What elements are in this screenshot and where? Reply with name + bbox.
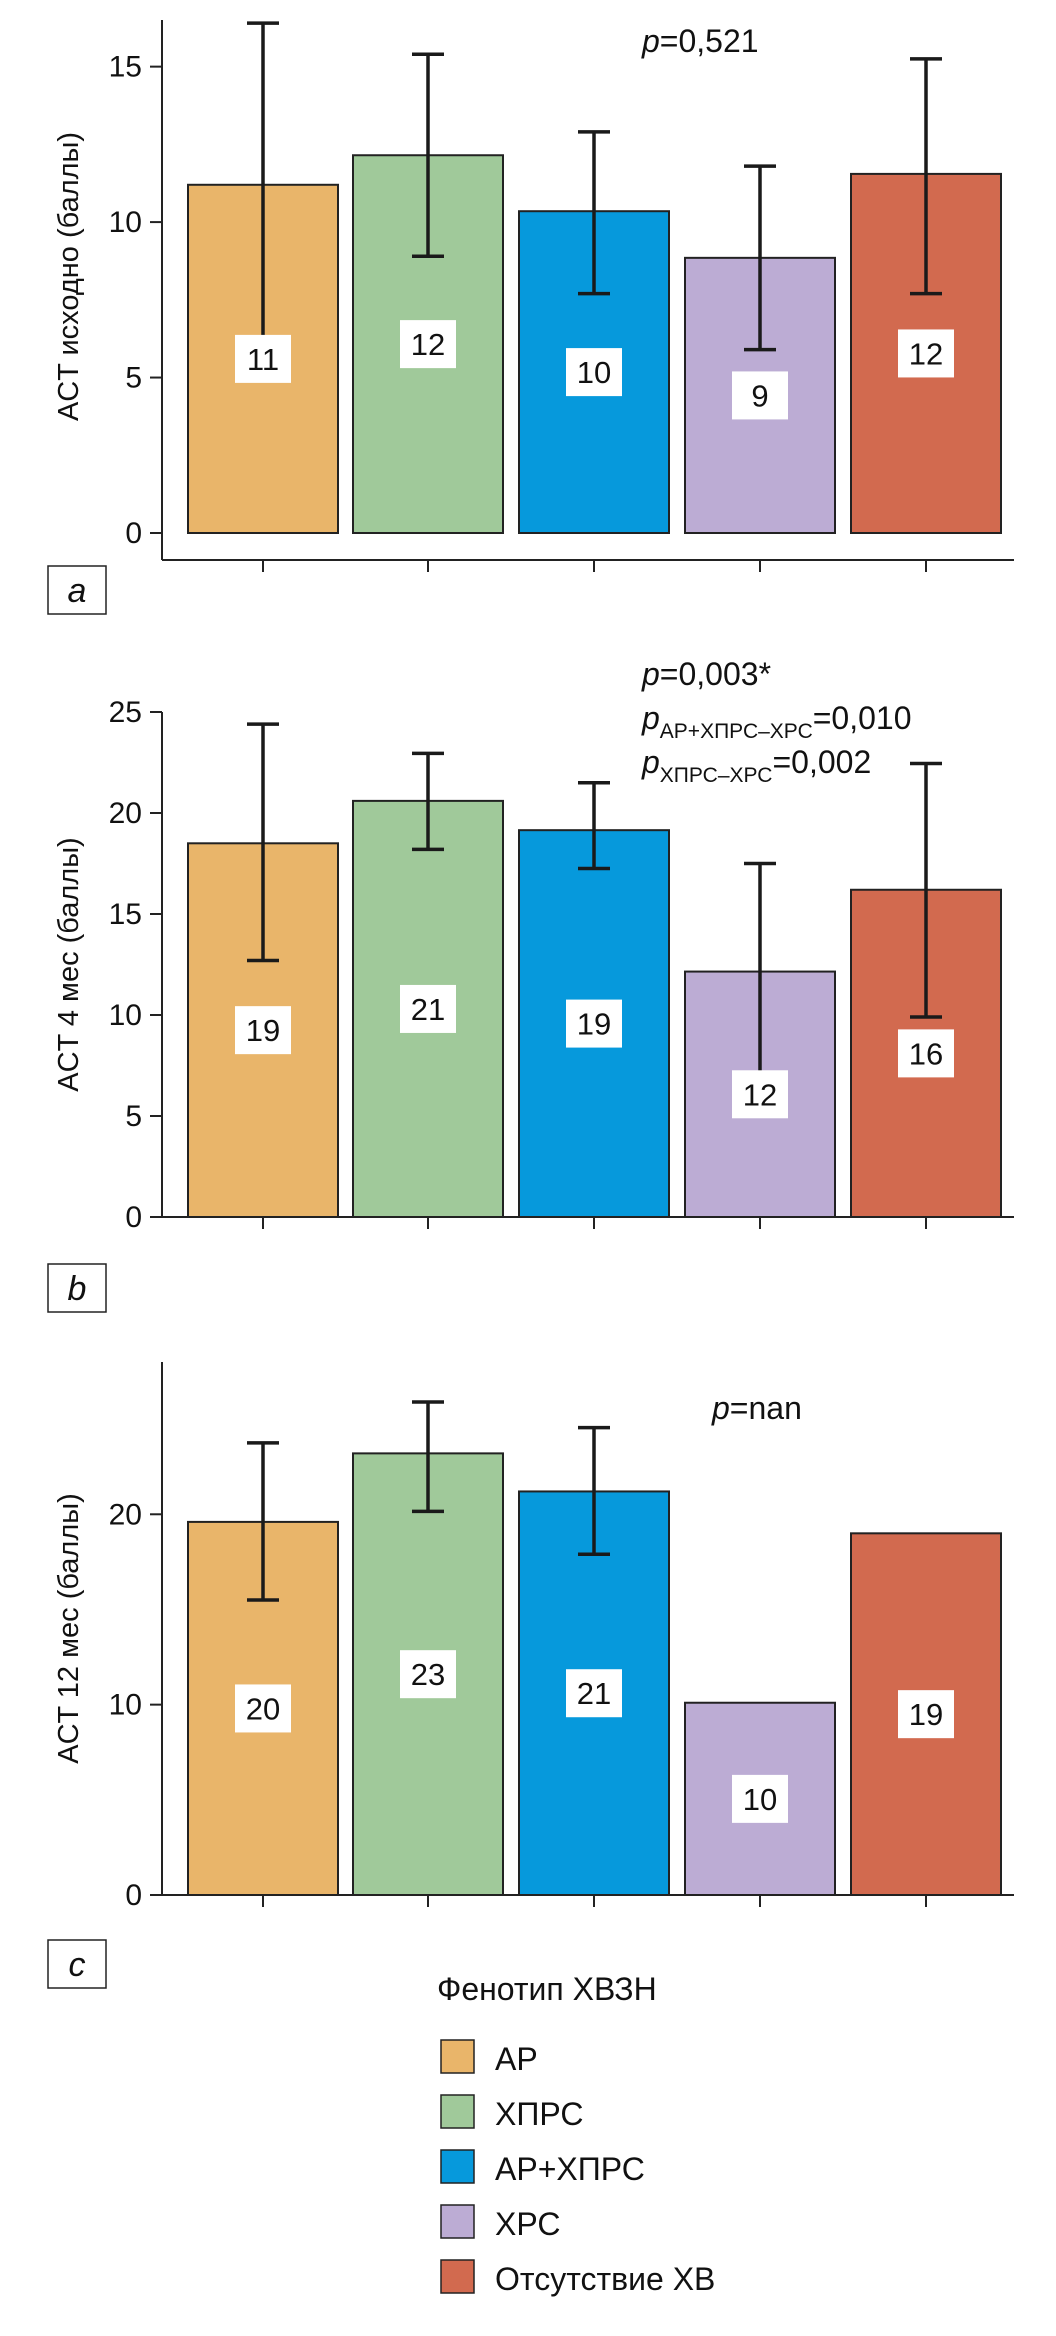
legend-swatch xyxy=(440,2149,475,2184)
legend-item-label: АР xyxy=(495,2041,538,2077)
p-symbol: p xyxy=(641,23,660,59)
value-label-box xyxy=(400,1650,456,1699)
value-label-box xyxy=(898,329,954,378)
value-label-box xyxy=(235,1684,291,1733)
p-value-annotation: p=nan xyxy=(711,1390,802,1426)
y-tick-label: 10 xyxy=(109,999,142,1032)
y-tick-label: 15 xyxy=(109,51,142,84)
y-axis-label: ACT 4 мес (баллы) xyxy=(53,837,85,1091)
value-label-box xyxy=(732,1774,788,1823)
value-label-box xyxy=(566,1669,622,1718)
legend-swatch xyxy=(440,2204,475,2239)
panel-letter: b xyxy=(68,1270,87,1308)
value-label-box xyxy=(566,999,622,1048)
p-value-text: =0,003* xyxy=(660,656,771,692)
panel-letter: a xyxy=(68,572,87,610)
y-tick-label: 5 xyxy=(125,1100,142,1133)
value-label-box xyxy=(898,1690,954,1739)
bar-value-label: 21 xyxy=(577,1676,611,1711)
y-axis-label: ACT исходно (баллы) xyxy=(53,132,85,421)
p-subscript: АР+ХПРС–ХРС xyxy=(660,720,813,743)
p-value-annotation: pАР+ХПРС–ХРС=0,010 xyxy=(641,700,912,743)
bar-value-label: 19 xyxy=(909,1697,943,1732)
bar-value-label: 19 xyxy=(577,1007,611,1042)
bar-value-label: 23 xyxy=(411,1657,445,1692)
y-tick-label: 0 xyxy=(125,517,142,550)
bar-value-label: 12 xyxy=(909,336,943,371)
p-value-text: =0,010 xyxy=(813,700,912,736)
y-tick-label: 5 xyxy=(125,362,142,395)
p-symbol: p xyxy=(641,700,660,736)
legend-swatch xyxy=(440,2094,475,2129)
y-tick-label: 15 xyxy=(109,898,142,931)
legend-item-label: ХРС xyxy=(495,2206,560,2242)
p-value-text: =0,521 xyxy=(660,23,759,59)
legend-swatch xyxy=(440,2039,475,2074)
bar-value-label: 12 xyxy=(743,1077,777,1112)
y-axis-label: ACT 12 мес (баллы) xyxy=(53,1493,85,1764)
y-tick-label: 0 xyxy=(125,1879,142,1912)
legend-item-label: Отсутствие ХВ xyxy=(495,2261,715,2297)
bar-value-label: 9 xyxy=(751,378,768,413)
legend-title: Фенотип ХВЗН xyxy=(437,1971,657,2007)
value-label-box xyxy=(732,1070,788,1119)
value-label-box xyxy=(235,334,291,383)
bar-value-label: 12 xyxy=(411,327,445,362)
y-tick-label: 20 xyxy=(109,1498,142,1531)
value-label-box xyxy=(400,320,456,369)
p-value-annotation: p=0,521 xyxy=(641,23,759,59)
chart-panel-a: 0 5 10 15 ACT исходно (баллы) 11 12 10 9 12 p=0,52… xyxy=(47,20,1014,615)
y-tick-label: 0 xyxy=(125,1201,142,1234)
panel-letter-box xyxy=(47,1263,107,1313)
y-tick-label: 10 xyxy=(109,1689,142,1722)
y-tick-label: 20 xyxy=(109,797,142,830)
y-tick-label: 10 xyxy=(109,206,142,239)
p-value-annotation: pХПРС–ХРС=0,002 xyxy=(641,744,871,787)
panel-letter-box xyxy=(47,565,107,615)
p-value-annotation: p=0,003* xyxy=(641,656,771,692)
value-label-box xyxy=(235,1006,291,1055)
bar-value-label: 16 xyxy=(909,1036,943,1071)
value-label-box xyxy=(400,984,456,1033)
p-symbol: p xyxy=(641,656,660,692)
bar-value-label: 21 xyxy=(411,992,445,1027)
p-subscript: ХПРС–ХРС xyxy=(660,764,773,787)
legend-item-label: ХПРС xyxy=(495,2096,583,2132)
bar-value-label: 10 xyxy=(577,355,611,390)
panel-letter-box xyxy=(47,1939,107,1989)
p-value-text: =0,002 xyxy=(772,744,871,780)
panel-letter: c xyxy=(69,1946,86,1984)
p-value-text: =nan xyxy=(730,1390,802,1426)
legend-item-label: АР+ХПРС xyxy=(495,2151,645,2187)
p-symbol: p xyxy=(711,1390,730,1426)
legend: Фенотип ХВЗН АР ХПРС АР+ХПРС ХРС Отсутствие Х… xyxy=(437,1971,715,2297)
value-label-box xyxy=(566,348,622,397)
chart-panel-c: 0 10 20 ACT 12 мес (баллы) 20 23 21 10 19 p=nan c xyxy=(47,1362,1014,1989)
bar-value-label: 11 xyxy=(247,342,279,377)
value-label-box xyxy=(898,1029,954,1078)
p-symbol: p xyxy=(641,744,660,780)
bar-value-label: 10 xyxy=(743,1782,777,1817)
bar-value-label: 20 xyxy=(246,1691,280,1726)
bar-value-label: 19 xyxy=(246,1013,280,1048)
value-label-box xyxy=(732,371,788,420)
legend-swatch xyxy=(440,2259,475,2294)
y-tick-label: 25 xyxy=(109,696,142,729)
